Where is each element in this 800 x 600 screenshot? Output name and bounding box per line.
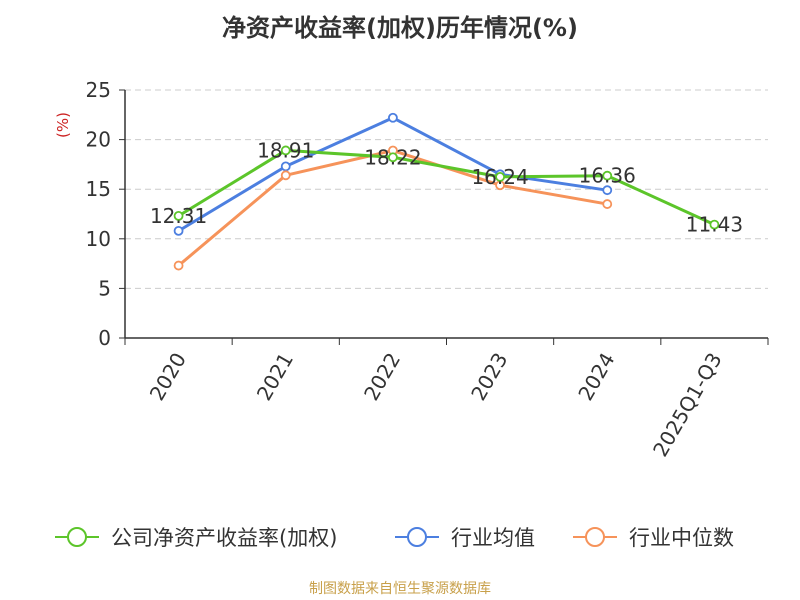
x-tick-label: 2022 — [359, 349, 405, 405]
x-tick-label: 2024 — [573, 349, 619, 405]
y-tick-label: 15 — [86, 177, 111, 201]
data-point — [709, 219, 720, 230]
legend-label: 行业均值 — [451, 526, 535, 550]
legend-marker — [67, 527, 87, 547]
legend-marker — [585, 527, 605, 547]
y-tick-label: 5 — [98, 276, 111, 300]
series-line — [177, 116, 608, 233]
legend-label: 公司净资产收益率(加权) — [111, 526, 337, 550]
data-point — [495, 171, 505, 182]
data-point — [173, 225, 184, 236]
data-label: 16.36 — [579, 164, 636, 188]
data-point — [280, 145, 291, 156]
data-point — [602, 170, 613, 181]
x-tick-label: 2025Q1-Q3 — [648, 349, 727, 461]
data-point — [280, 161, 291, 172]
x-tick-label: 2020 — [145, 349, 191, 405]
data-point — [388, 152, 398, 163]
y-tick-label: 20 — [86, 128, 111, 152]
x-tick-label: 2021 — [252, 349, 298, 405]
y-axis-label: (%) — [54, 112, 72, 138]
chart-title: 净资产收益率(加权)历年情况(%) — [222, 14, 578, 42]
series-line — [177, 148, 716, 226]
data-label: 16.24 — [471, 165, 528, 189]
legend-marker — [407, 527, 427, 547]
data-label: 18.91 — [257, 138, 314, 162]
data-point — [602, 185, 613, 196]
data-point — [173, 260, 184, 271]
data-label: 11.43 — [686, 213, 743, 237]
y-tick-label: 10 — [86, 227, 111, 251]
x-tick-label: 2023 — [466, 349, 512, 405]
data-label: 18.22 — [364, 145, 421, 169]
y-tick-label: 0 — [98, 326, 111, 350]
source-note: 制图数据来自恒生聚源数据库 — [309, 581, 491, 597]
data-label: 12.31 — [150, 204, 207, 228]
data-point — [388, 112, 398, 123]
data-point — [173, 210, 184, 221]
data-point — [280, 170, 291, 181]
legend-label: 行业中位数 — [629, 526, 734, 550]
y-tick-label: 25 — [86, 78, 111, 102]
data-point — [602, 199, 613, 209]
